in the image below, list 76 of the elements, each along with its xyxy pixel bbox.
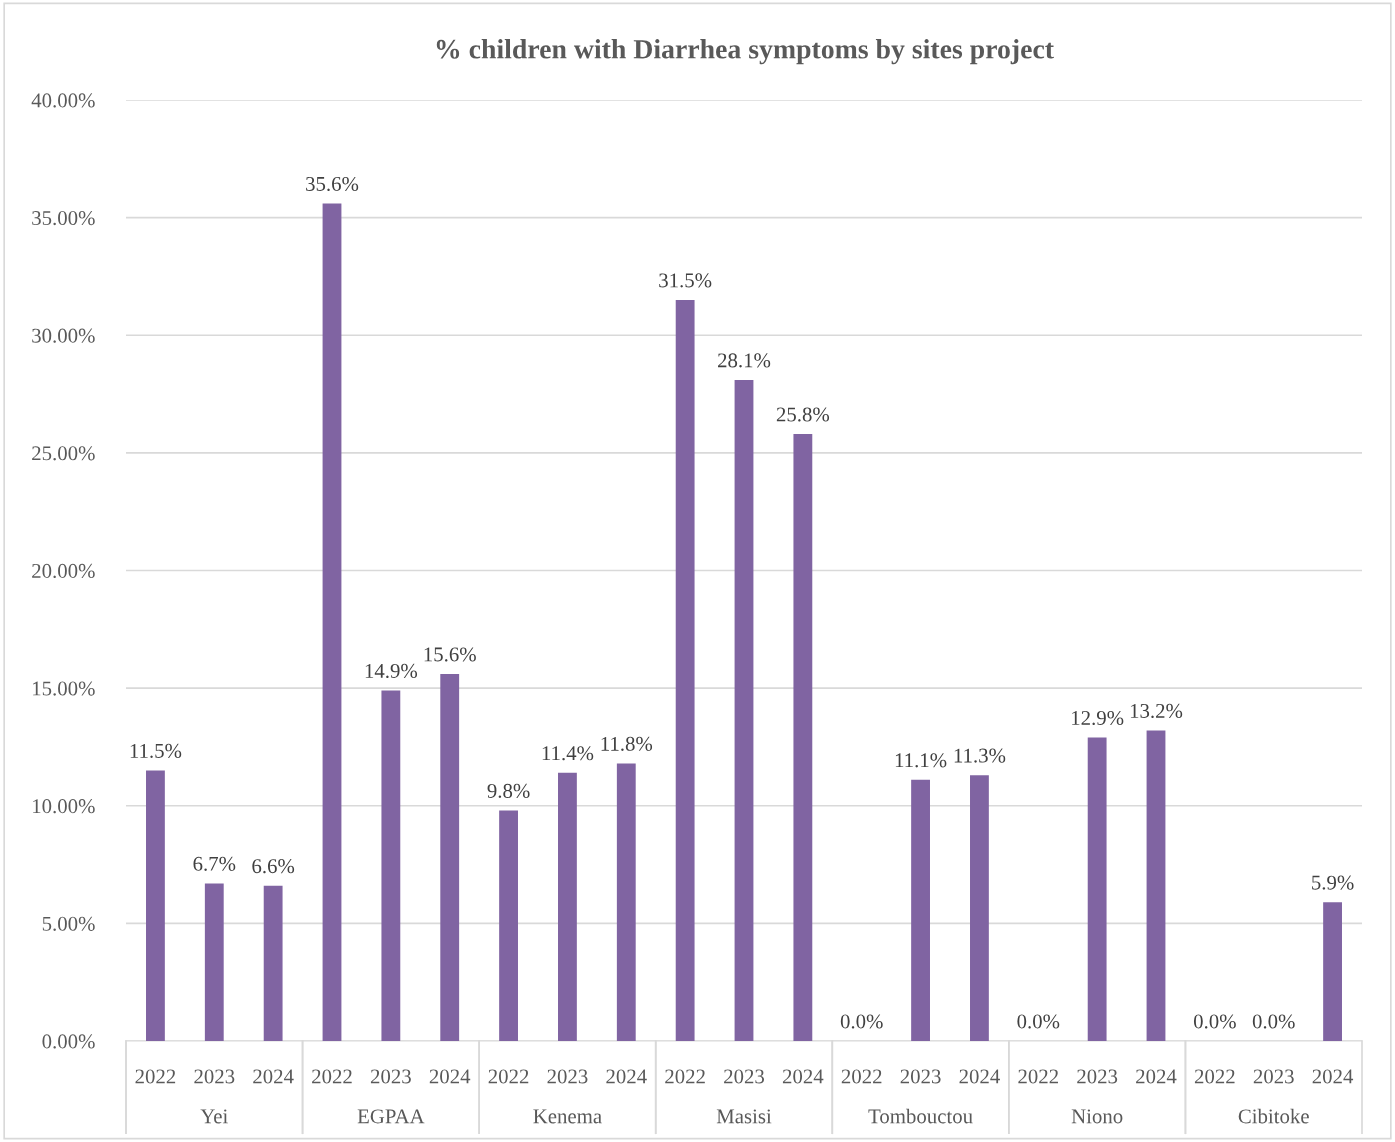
text: Tombouctou xyxy=(868,1108,973,1124)
data-label: 11.4% xyxy=(542,746,594,761)
bar xyxy=(1146,730,1166,1041)
x-tick-label: 2022 xyxy=(841,1069,882,1084)
chart-title: % children with Diarrhea symptoms by sites project xyxy=(436,39,1054,65)
text: Niono xyxy=(1071,1109,1123,1124)
x-tick-label: 2023 xyxy=(1253,1069,1294,1084)
bar xyxy=(322,203,342,1041)
data-label: 9.8% xyxy=(487,783,530,798)
x-tick-label: 2023 xyxy=(370,1069,411,1084)
data-label: 11.3% xyxy=(954,748,1006,763)
text: EGPAA xyxy=(357,1109,425,1124)
x-tick-label: 2023 xyxy=(194,1069,235,1084)
bar xyxy=(1323,902,1342,1041)
x-tick-label: 2024 xyxy=(959,1069,1000,1084)
data-label: 0.0% xyxy=(1017,1014,1060,1029)
x-tick-label: 2023 xyxy=(547,1069,588,1084)
data-label: 0.0% xyxy=(1252,1014,1295,1029)
data-label: 35.6% xyxy=(306,176,359,192)
y-tick-label: 30.00% xyxy=(32,328,95,343)
bar xyxy=(381,690,401,1041)
y-tick-label: 0.00% xyxy=(42,1034,95,1049)
bar xyxy=(616,763,636,1041)
bar xyxy=(675,299,695,1041)
x-tick-label: 2024 xyxy=(1312,1069,1354,1084)
x-tick-label: 2024 xyxy=(253,1069,294,1084)
bar xyxy=(911,779,930,1041)
bar xyxy=(970,775,989,1041)
bar xyxy=(440,674,460,1041)
bar xyxy=(558,772,577,1041)
bar xyxy=(499,810,518,1041)
x-tick-label: 2022 xyxy=(135,1069,176,1084)
y-tick-label: 10.00% xyxy=(33,799,95,814)
text: Kenema xyxy=(533,1109,602,1124)
data-label: 31.5% xyxy=(659,273,712,288)
data-label: 25.8% xyxy=(776,407,830,422)
bar xyxy=(204,883,224,1041)
data-label: 11.8% xyxy=(601,736,653,751)
y-tick-label: 35.00% xyxy=(32,211,95,226)
x-tick-label: 2024 xyxy=(429,1069,471,1084)
bar xyxy=(146,770,165,1041)
x-tick-label: 2022 xyxy=(1018,1069,1058,1084)
x-tick-label: 2024 xyxy=(782,1069,824,1084)
data-label: 13.2% xyxy=(1130,703,1183,718)
data-label: 11.1% xyxy=(895,753,947,768)
y-tick-label: 40.00% xyxy=(31,93,95,108)
data-label: 28.1% xyxy=(718,353,771,368)
x-tick-label: 2023 xyxy=(900,1069,941,1084)
x-tick-label: 2023 xyxy=(1077,1069,1118,1084)
bar xyxy=(263,885,283,1041)
x-tick-label: 2022 xyxy=(488,1069,529,1084)
data-label: 12.9% xyxy=(1072,710,1124,726)
bar xyxy=(793,434,813,1041)
text: Cibitoke xyxy=(1238,1108,1309,1124)
text: Yei xyxy=(200,1109,228,1124)
data-label: 11.5% xyxy=(130,743,182,758)
data-label: 15.6% xyxy=(424,647,476,662)
x-tick-label: 2024 xyxy=(606,1069,647,1084)
data-label: 14.9% xyxy=(365,663,418,678)
data-label: 0.0% xyxy=(840,1014,883,1029)
x-tick-label: 2022 xyxy=(1194,1069,1235,1084)
x-tick-label: 2023 xyxy=(724,1069,765,1084)
y-tick-label: 25.00% xyxy=(32,446,95,461)
text: Masisi xyxy=(716,1109,772,1124)
x-tick-label: 2024 xyxy=(1136,1069,1177,1084)
x-tick-label: 2022 xyxy=(665,1069,705,1084)
data-label: 6.6% xyxy=(252,859,295,874)
y-tick-label: 5.00% xyxy=(42,916,95,931)
x-tick-label: 2022 xyxy=(312,1069,352,1084)
bar xyxy=(734,379,754,1041)
data-label: 5.9% xyxy=(1312,875,1354,890)
data-label: 0.0% xyxy=(1193,1014,1236,1029)
data-label: 6.7% xyxy=(193,856,236,871)
y-tick-label: 15.00% xyxy=(33,681,95,696)
y-tick-label: 20.00% xyxy=(32,563,95,579)
bar xyxy=(1087,737,1107,1041)
